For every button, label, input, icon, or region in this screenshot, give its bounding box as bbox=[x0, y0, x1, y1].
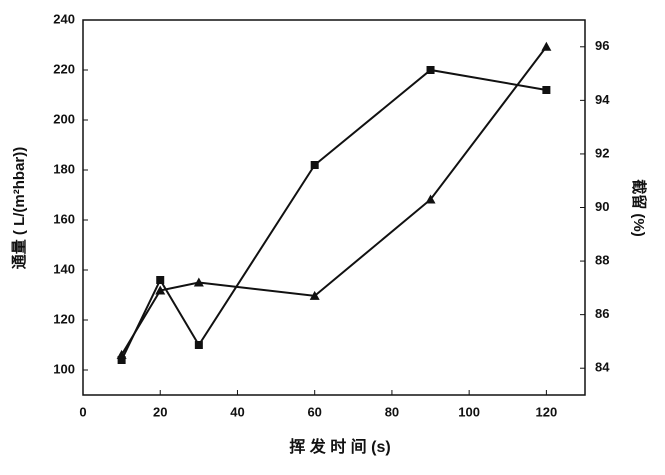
x-tick-label: 80 bbox=[385, 404, 399, 419]
y-tick-label: 160 bbox=[53, 211, 75, 226]
y-tick-label: 180 bbox=[53, 161, 75, 176]
square-marker bbox=[310, 161, 319, 169]
triangle-marker bbox=[425, 194, 436, 204]
square-marker bbox=[426, 66, 435, 74]
square-marker bbox=[194, 341, 203, 349]
y-tick-label: 100 bbox=[53, 361, 75, 376]
y2-tick-label: 90 bbox=[595, 199, 609, 214]
y-tick-label: 240 bbox=[53, 11, 75, 26]
x-axis-label: 挥 发 时 间 (s) bbox=[289, 437, 390, 456]
x-tick-label: 0 bbox=[79, 404, 86, 419]
triangle-marker bbox=[309, 290, 320, 300]
y-axis-label: 通量 ( L/(m²hbar)) bbox=[11, 147, 28, 269]
series-line bbox=[120, 68, 547, 361]
square-marker bbox=[156, 276, 165, 284]
triangle-marker bbox=[541, 41, 552, 51]
x-tick-label: 60 bbox=[307, 404, 321, 419]
plot-frame bbox=[82, 19, 586, 396]
y2-tick-label: 92 bbox=[595, 145, 609, 160]
square-marker bbox=[542, 86, 551, 94]
series-line bbox=[120, 46, 548, 356]
y2-tick-label: 96 bbox=[595, 38, 609, 53]
x-tick-label: 100 bbox=[458, 404, 480, 419]
x-tick-label: 20 bbox=[153, 404, 167, 419]
y2-tick-label: 94 bbox=[595, 92, 610, 107]
y2-axis-label: 截留 (%) bbox=[630, 179, 648, 237]
triangle-marker bbox=[155, 285, 166, 295]
y-tick-label: 120 bbox=[53, 311, 75, 326]
y-tick-label: 200 bbox=[53, 111, 75, 126]
triangle-marker bbox=[116, 349, 127, 359]
y-tick-label: 220 bbox=[53, 61, 75, 76]
triangle-marker bbox=[193, 277, 204, 287]
y2-tick-label: 88 bbox=[595, 253, 609, 268]
y2-tick-label: 84 bbox=[595, 360, 610, 375]
y-tick-label: 140 bbox=[53, 261, 75, 276]
y2-tick-label: 86 bbox=[595, 306, 609, 321]
square-marker bbox=[117, 356, 126, 364]
x-tick-label: 120 bbox=[536, 404, 558, 419]
x-tick-label: 40 bbox=[230, 404, 244, 419]
